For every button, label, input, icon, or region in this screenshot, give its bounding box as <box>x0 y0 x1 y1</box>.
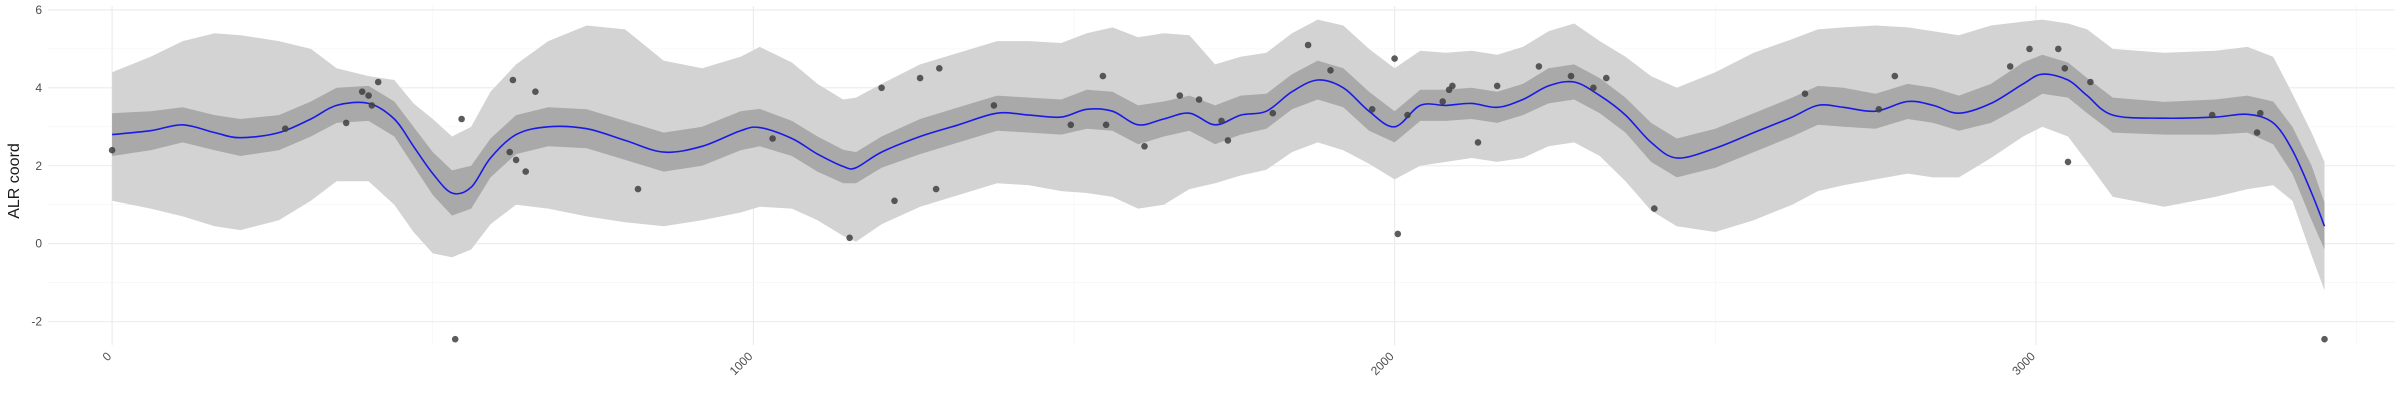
data-point <box>1218 117 1225 125</box>
data-point <box>1439 98 1446 105</box>
data-point <box>1195 96 1203 103</box>
data-point <box>878 84 885 92</box>
data-point <box>1176 92 1184 99</box>
data-point <box>458 115 465 123</box>
y-tick-label: 4 <box>35 81 42 95</box>
data-point <box>532 88 539 95</box>
outer-confidence-band <box>112 19 2325 291</box>
x-tick-label: 3000 <box>2009 349 2038 378</box>
data-point <box>2061 65 2069 72</box>
data-point <box>634 185 642 193</box>
y-tick-label: -2 <box>31 315 42 329</box>
data-point <box>506 148 513 156</box>
data-point <box>2321 335 2328 343</box>
smooth-line <box>112 73 2326 227</box>
data-point <box>1391 55 1398 62</box>
x-tick-label: 2000 <box>1368 349 1397 378</box>
data-point <box>846 234 853 242</box>
data-point <box>1394 230 1402 238</box>
data-point <box>2257 109 2264 117</box>
data-point <box>1875 106 1883 113</box>
data-point <box>1404 111 1411 119</box>
data-point <box>522 168 529 175</box>
data-point <box>1224 137 1232 144</box>
data-point <box>1493 82 1501 90</box>
data-point <box>509 76 517 84</box>
data-point <box>368 102 376 109</box>
data-point <box>282 125 289 132</box>
data-point <box>936 65 943 72</box>
confidence-bands <box>112 19 2325 291</box>
data-point <box>1102 121 1110 129</box>
data-point <box>769 135 776 142</box>
smooth-line-layer <box>112 73 2326 227</box>
data-point <box>1891 72 1899 80</box>
data-point <box>1474 139 1482 146</box>
data-point <box>1651 205 1658 212</box>
data-point <box>2055 45 2062 53</box>
data-point <box>916 74 924 82</box>
x-tick-label: 0 <box>100 349 115 364</box>
data-point <box>891 197 898 205</box>
data-point <box>1304 41 1312 49</box>
data-point <box>1603 74 1610 82</box>
data-point <box>1067 121 1075 129</box>
data-point <box>512 156 520 164</box>
x-tick-label: 1000 <box>727 349 756 378</box>
data-point <box>451 335 459 343</box>
data-point <box>2064 158 2072 166</box>
data-point <box>108 146 116 154</box>
data-point <box>1801 90 1809 97</box>
data-point <box>1567 72 1575 80</box>
data-point <box>1141 143 1148 150</box>
data-point <box>1449 82 1456 90</box>
data-point <box>2087 78 2094 86</box>
data-point <box>1590 84 1597 92</box>
data-point <box>2253 129 2261 136</box>
data-point <box>365 92 372 99</box>
y-tick-label: 2 <box>35 159 42 173</box>
y-tick-label: 0 <box>35 237 42 251</box>
data-point <box>2026 45 2033 53</box>
y-tick-label: 6 <box>35 3 42 17</box>
data-point <box>1368 106 1376 113</box>
data-point <box>2208 111 2216 119</box>
y-axis-label: ALR coord <box>6 143 23 219</box>
data-point <box>990 102 998 109</box>
data-point <box>374 78 382 86</box>
data-point <box>2006 63 2014 70</box>
data-point <box>1269 109 1277 117</box>
data-point <box>1327 67 1334 74</box>
data-point <box>358 88 366 95</box>
data-point <box>342 119 350 127</box>
data-point <box>1099 72 1107 80</box>
data-point <box>932 185 940 193</box>
data-point <box>1535 63 1543 70</box>
data-points <box>108 41 2328 343</box>
